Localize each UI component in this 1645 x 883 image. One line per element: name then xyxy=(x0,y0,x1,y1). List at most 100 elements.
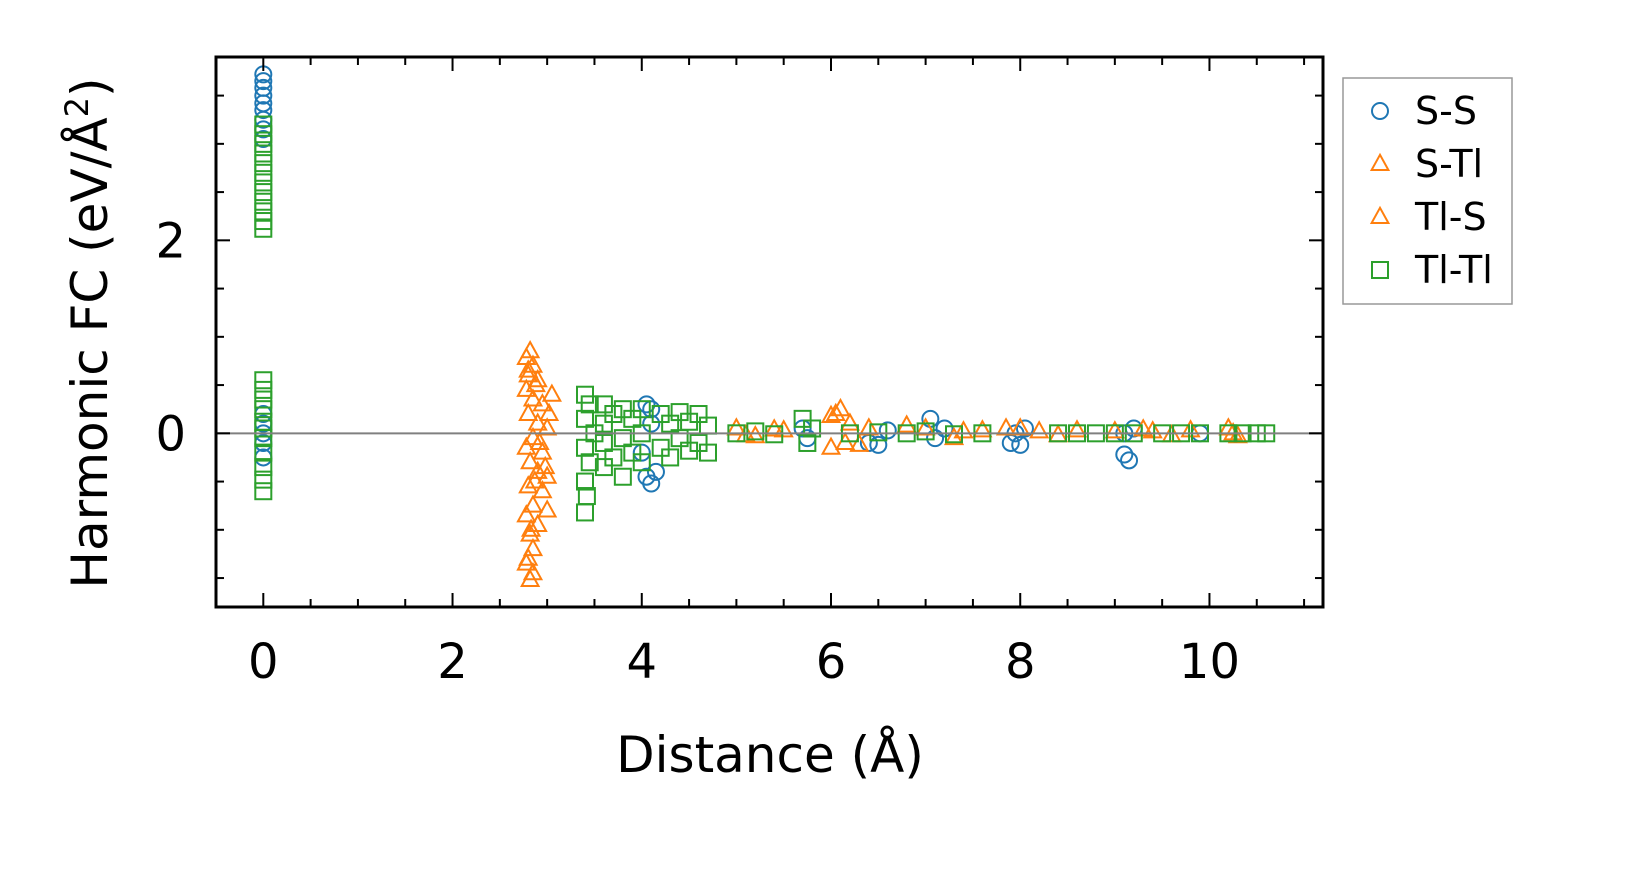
data-point-s-s xyxy=(254,72,273,91)
data-point-tl-tl xyxy=(746,422,765,441)
data-point-tl-tl xyxy=(254,173,273,192)
data-point-tl-s xyxy=(525,373,546,393)
data-point-tl-tl xyxy=(254,429,273,448)
data-point-tl-tl xyxy=(651,405,670,424)
data-point-tl-tl xyxy=(699,443,717,462)
legend-item-s-s: S-S xyxy=(1371,89,1477,133)
data-point-s-tl xyxy=(520,523,541,542)
data-point-s-tl xyxy=(518,364,539,383)
data-point-s-tl xyxy=(532,479,553,499)
data-point-tl-tl xyxy=(651,438,670,457)
legend-label: S-Tl xyxy=(1415,142,1483,186)
data-point-s-tl xyxy=(516,378,537,397)
data-point-s-s xyxy=(1115,445,1134,464)
data-point-s-tl xyxy=(527,412,548,431)
x-tick-label: 4 xyxy=(626,634,657,690)
data-point-s-tl xyxy=(1066,419,1088,438)
data-point-tl-tl xyxy=(798,433,817,452)
legend-item-tl-s: Tl-S xyxy=(1369,195,1487,239)
data-point-s-tl xyxy=(1180,419,1201,438)
data-point-tl-tl xyxy=(254,371,273,390)
legend: S-S S-Tl Tl-S Tl-Tl xyxy=(1342,77,1513,305)
data-point-s-s xyxy=(646,462,665,481)
y-axis-label-main: Harmonic FC (eV/Å xyxy=(61,117,119,588)
data-point-s-tl xyxy=(1133,418,1154,437)
data-point-s-tl xyxy=(839,412,861,431)
data-point-s-tl xyxy=(541,383,562,402)
data-point-s-s xyxy=(935,419,954,438)
x-tick-label: 10 xyxy=(1179,634,1240,690)
data-point-tl-s xyxy=(773,419,794,438)
data-point-s-tl xyxy=(537,417,558,436)
data-point-tl-s xyxy=(535,455,556,475)
data-point-s-tl xyxy=(537,465,558,484)
data-point-tl-tl xyxy=(576,409,594,428)
data-point-tl-tl xyxy=(254,400,273,419)
legend-marker-tl-tl xyxy=(1371,261,1389,279)
plot-markers xyxy=(254,65,1276,587)
data-point-tl-tl xyxy=(699,416,717,435)
data-point-tl-tl xyxy=(254,144,273,163)
plot-frame xyxy=(214,55,1325,609)
data-point-tl-tl xyxy=(689,433,708,452)
data-point-tl-tl xyxy=(580,395,599,414)
y-tick-label: 2 xyxy=(155,213,186,269)
data-point-tl-tl xyxy=(594,458,613,477)
data-point-s-tl xyxy=(520,450,541,470)
data-point-tl-tl xyxy=(254,390,273,409)
axis-ticks xyxy=(216,57,1323,607)
y-axis-label-superscript: 2 xyxy=(58,97,96,117)
data-point-tl-tl xyxy=(254,192,273,211)
data-point-tl-tl xyxy=(594,433,613,452)
data-point-tl-s xyxy=(995,417,1017,436)
legend-item-s-tl: S-Tl xyxy=(1369,142,1483,186)
data-point-tl-tl xyxy=(254,458,273,477)
data-point-tl-tl xyxy=(623,409,642,428)
data-point-s-tl xyxy=(915,417,936,436)
data-point-tl-tl xyxy=(254,482,273,501)
data-point-tl-tl xyxy=(254,219,273,238)
data-point-tl-tl xyxy=(670,429,689,448)
data-point-s-s xyxy=(642,400,661,419)
data-point-s-tl xyxy=(820,436,842,455)
data-point-s-tl xyxy=(516,504,537,523)
data-point-tl-s xyxy=(520,518,542,537)
data-point-s-s xyxy=(926,429,945,448)
x-tick-label: 6 xyxy=(816,634,847,690)
data-point-s-tl xyxy=(522,494,544,513)
data-point-s-tl xyxy=(518,402,539,422)
data-point-tl-tl xyxy=(254,154,273,173)
data-point-tl-tl xyxy=(254,183,273,202)
data-point-s-s xyxy=(878,421,897,440)
y-axis-label-close: ) xyxy=(61,77,119,97)
legend-marker-s-s xyxy=(1371,102,1389,120)
data-point-tl-tl xyxy=(613,429,632,448)
series-tl-s xyxy=(516,359,1244,571)
data-point-tl-tl xyxy=(613,400,632,419)
legend-label: S-S xyxy=(1415,89,1477,133)
data-point-tl-tl xyxy=(661,448,680,467)
data-point-s-s xyxy=(869,435,888,454)
data-point-tl-tl xyxy=(916,422,935,441)
data-point-tl-tl xyxy=(254,419,273,438)
data-point-s-s xyxy=(1015,419,1034,438)
data-point-s-tl xyxy=(972,419,993,438)
data-point-tl-s xyxy=(524,470,545,489)
legend-label: Tl-S xyxy=(1414,195,1487,239)
data-point-tl-tl xyxy=(604,405,623,424)
data-point-s-s xyxy=(642,474,661,493)
data-point-tl-tl xyxy=(793,409,812,428)
data-point-tl-tl xyxy=(594,395,613,414)
data-point-s-s xyxy=(1011,435,1030,454)
data-point-tl-tl xyxy=(254,134,273,153)
data-point-tl-s xyxy=(858,417,879,436)
data-point-s-tl xyxy=(532,441,553,460)
data-point-tl-s xyxy=(825,402,846,422)
data-point-s-tl xyxy=(518,475,539,494)
data-point-s-tl xyxy=(522,537,544,557)
data-point-tl-tl xyxy=(576,438,594,457)
data-point-tl-tl xyxy=(576,385,594,404)
data-point-s-s xyxy=(793,419,812,438)
data-point-tl-tl xyxy=(670,403,689,422)
data-point-tl-s xyxy=(953,420,974,439)
